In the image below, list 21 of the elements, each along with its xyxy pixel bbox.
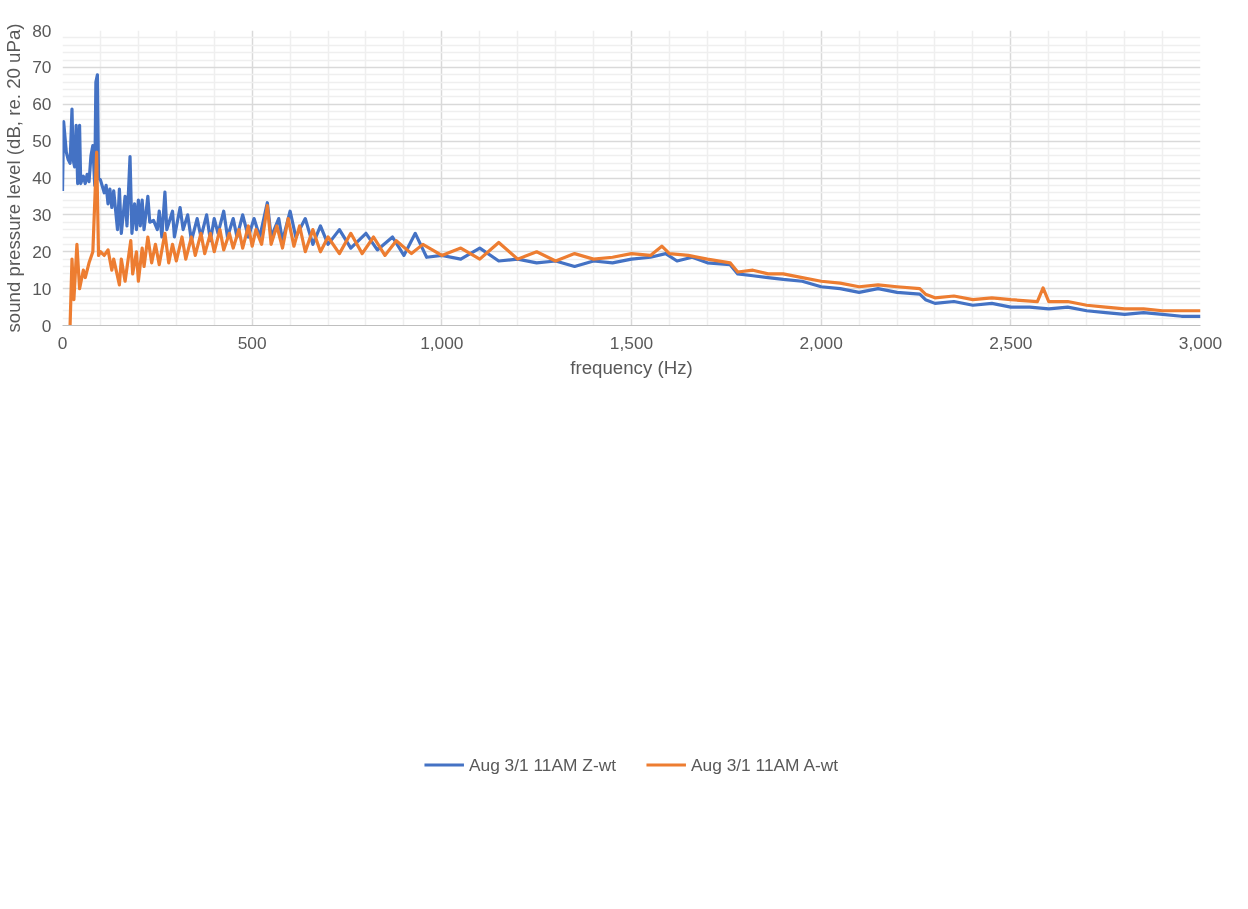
x-tick-label: 2,000 [799,332,843,353]
x-tick-label: 1,500 [609,332,654,353]
y-axis-title: sound pressure level (dB, re. 20 uPa) [3,23,25,333]
y-tick-label: 40 [32,168,52,188]
y-tick-label: 70 [32,57,52,78]
x-tick-label: 500 [237,332,267,353]
y-tick-label: 10 [32,278,52,299]
y-tick-label: 20 [32,241,52,262]
legend-label: Aug 3/1 11AM Z-wt [468,754,616,776]
y-tick-label: 0 [41,315,52,336]
y-tick-label: 30 [32,204,52,225]
line-series [68,150,1201,326]
x-tick-label: 2,500 [989,332,1033,353]
x-axis-title: frequency (Hz) [570,356,693,378]
y-tick-label: 60 [32,94,52,115]
x-tick-label: 0 [57,332,68,353]
y-tick-label: 50 [32,131,52,152]
legend-label: Aug 3/1 11AM A-wt [690,754,839,776]
y-tick-label: 80 [32,20,52,41]
x-tick-label: 3,000 [1178,332,1223,353]
x-tick-label: 1,000 [420,332,464,353]
